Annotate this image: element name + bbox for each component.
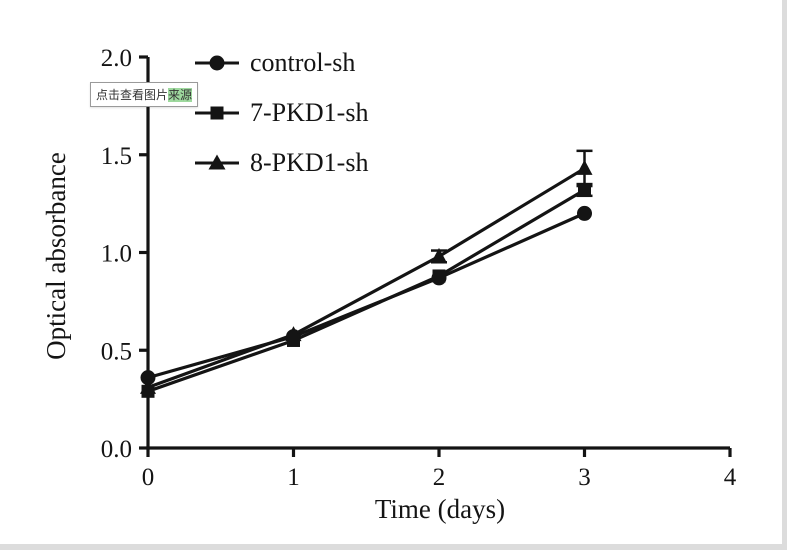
image-source-tooltip[interactable]: 点击查看图片来源 (90, 82, 199, 107)
svg-text:0.0: 0.0 (101, 436, 132, 463)
svg-text:0.5: 0.5 (101, 338, 132, 365)
svg-text:0: 0 (142, 464, 155, 491)
svg-text:4: 4 (724, 464, 737, 491)
svg-text:2.0: 2.0 (101, 45, 132, 72)
svg-text:1.5: 1.5 (101, 143, 132, 170)
svg-text:2: 2 (433, 464, 446, 491)
svg-text:1: 1 (287, 464, 300, 491)
legend: control-sh 7-PKD1-sh 8-PKD1-sh (194, 38, 368, 188)
page-edge-right (782, 0, 787, 550)
legend-label: 8-PKD1-sh (250, 148, 369, 177)
square-marker-icon (195, 106, 239, 120)
legend-item-control-sh: control-sh (194, 38, 368, 88)
page-edge-bottom (0, 544, 787, 550)
legend-label: control-sh (250, 48, 356, 77)
image-source-tooltip-text: 点击查看图片 (96, 88, 169, 102)
circle-marker-icon (195, 55, 239, 71)
image-source-tooltip-highlight: 来源 (168, 88, 193, 102)
legend-label: 7-PKD1-sh (250, 98, 369, 127)
legend-item-8-pkd1-sh: 8-PKD1-sh (194, 138, 368, 188)
triangle-marker-icon (195, 154, 239, 170)
legend-item-7-pkd1-sh: 7-PKD1-sh (194, 88, 368, 138)
y-axis-title: Optical absorbance (41, 152, 71, 360)
svg-text:3: 3 (578, 464, 591, 491)
svg-text:1.0: 1.0 (101, 241, 132, 268)
x-axis-title: Time (days) (374, 494, 506, 524)
